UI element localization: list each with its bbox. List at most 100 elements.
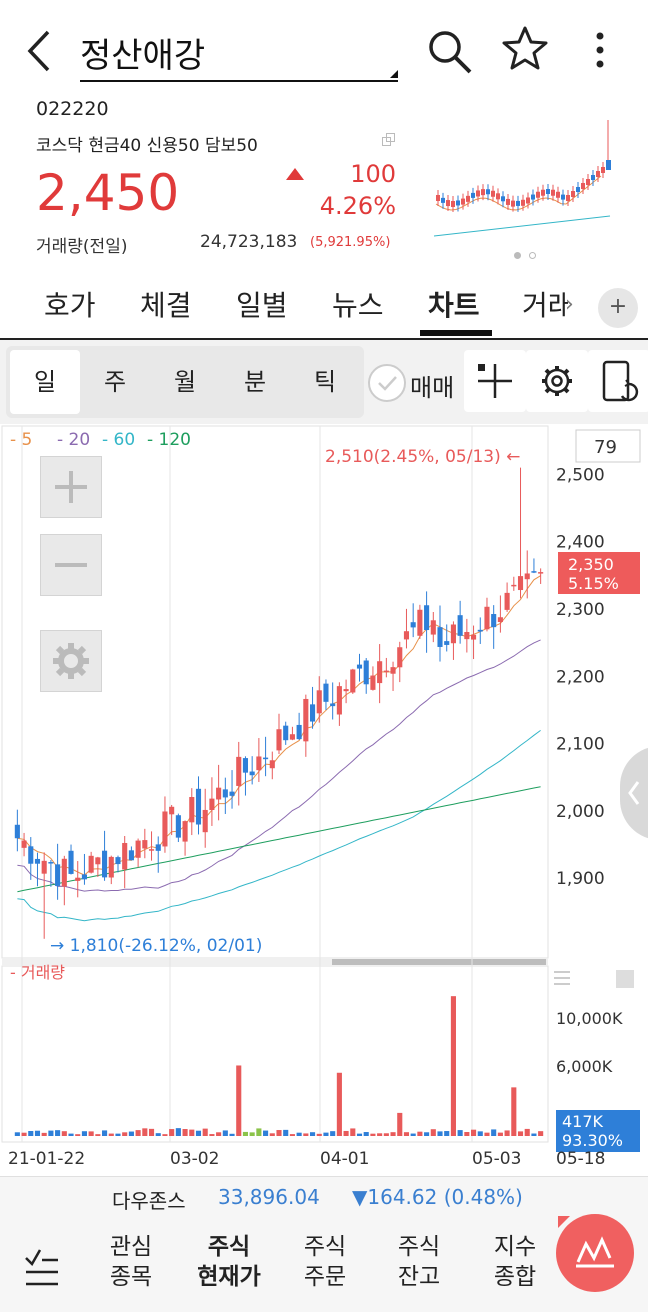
candle-body (28, 846, 34, 864)
period-selector: 일 주 월 분 틱 (6, 346, 364, 418)
volume-bar (256, 1128, 262, 1136)
chevron-right-icon: › (565, 292, 574, 317)
tab-news[interactable]: 뉴스 (332, 289, 384, 322)
tab-bar: 호가 체결 일별 뉴스 차트 거래 › + (0, 278, 648, 340)
add-tab-button[interactable]: + (598, 288, 638, 328)
tab-hoga[interactable]: 호가 (44, 289, 96, 322)
period-month[interactable]: 월 (174, 368, 197, 396)
stock-chart-area[interactable]: - 5 - 20 - 60 - 120 2,500 2,400 2,300 2,200 2,10… (0, 424, 648, 1176)
menu-list-icon[interactable] (22, 1244, 62, 1288)
mini-chart[interactable] (430, 118, 616, 242)
zoom-out-button[interactable] (40, 534, 102, 596)
rotate-screen-button[interactable] (588, 350, 648, 412)
mini-candle (476, 190, 480, 197)
volume-bar (309, 1132, 316, 1136)
mini-candle (516, 200, 520, 206)
period-week[interactable]: 주 (104, 368, 127, 396)
volume-bar (263, 1130, 269, 1136)
candle-body (236, 756, 242, 786)
star-icon[interactable] (500, 24, 550, 74)
candle-count-box (575, 429, 641, 463)
mini-candle (436, 195, 440, 201)
candle-body (444, 641, 450, 645)
up-triangle-icon (286, 168, 304, 180)
volume-tick-label: 10,000K (556, 1009, 623, 1028)
volume-bar (75, 1134, 81, 1136)
volume-bar (538, 1131, 544, 1136)
candle-body (383, 670, 389, 673)
mini-candle (466, 195, 470, 202)
candle-body (162, 811, 168, 847)
back-arrow-icon[interactable] (24, 28, 54, 74)
nav-balance[interactable]: 주식 잔고 (384, 1232, 454, 1292)
zoom-in-button[interactable] (40, 456, 102, 518)
candle-body (122, 842, 128, 870)
search-icon[interactable] (424, 26, 474, 76)
volume-bar (21, 1132, 27, 1136)
mini-candle (536, 191, 540, 198)
mini-candle (571, 191, 575, 197)
volume-bar (41, 1132, 47, 1136)
candle-body (242, 758, 249, 773)
candle-body (216, 787, 222, 800)
volume-bar (444, 1131, 450, 1136)
chart-settings-button[interactable] (526, 350, 588, 412)
title-dropdown-indicator[interactable] (390, 70, 398, 78)
candle-body (484, 606, 490, 630)
market-index-bar[interactable]: 다우존스 33,896.04 ▼164.62 (0.48%) (0, 1176, 648, 1218)
tab-ilbyeol[interactable]: 일별 (236, 289, 288, 322)
candle-body (155, 844, 161, 851)
nav-watchlist[interactable]: 관심 종목 (96, 1232, 166, 1292)
volume-bar (216, 1132, 222, 1136)
volume-tag: 417K (562, 1112, 604, 1131)
volume-bar (531, 1133, 537, 1136)
volume-bar (450, 996, 456, 1136)
mini-candle (591, 175, 595, 180)
volume-bar (269, 1133, 275, 1136)
volume-bar (28, 1131, 34, 1136)
volume-bar (61, 1131, 67, 1136)
nav-order[interactable]: 주식 주문 (290, 1232, 360, 1292)
candle-body (403, 631, 410, 640)
candlestick-chart[interactable]: - 5 - 20 - 60 - 120 2,500 2,400 2,300 2,200 2,10… (0, 424, 648, 1176)
candle-body (538, 572, 544, 574)
mini-candle (551, 189, 555, 196)
trade-toggle-label[interactable]: 매매 (410, 374, 455, 402)
volume-bar (108, 1133, 114, 1136)
ma-legend-20: - 20 (57, 430, 90, 450)
more-menu-icon[interactable] (590, 30, 610, 74)
crosshair-button[interactable] (464, 350, 526, 412)
side-panel-handle[interactable] (620, 746, 648, 840)
candle-body (263, 757, 269, 760)
date-tick-label: 05-03 (472, 1149, 521, 1169)
index-value: 33,896.04 (218, 1185, 320, 1209)
volume-bar (209, 1134, 215, 1136)
price-tick-label: 2,300 (556, 600, 605, 620)
phone-rotate-icon (602, 360, 639, 402)
nav-current-price[interactable]: 주식 현재가 (194, 1232, 264, 1292)
candle-body (471, 634, 477, 640)
candle-body (75, 877, 81, 881)
copy-icon[interactable] (382, 133, 396, 147)
candle-body (309, 704, 316, 722)
market-info: 코스닥 현금40 신용50 담보50 (36, 136, 258, 156)
volume-bar (142, 1128, 148, 1136)
period-day[interactable]: 일 (34, 368, 57, 396)
indicator-settings-button[interactable] (40, 630, 102, 692)
nav-index[interactable]: 지수 종합 (480, 1232, 550, 1292)
volume-bar (316, 1133, 322, 1136)
period-tick[interactable]: 틱 (314, 368, 337, 396)
candle-body (222, 789, 228, 798)
hamburger-icon (554, 971, 570, 973)
tab-chegyeol[interactable]: 체결 (140, 289, 192, 322)
volume-bar (169, 1129, 175, 1136)
stock-name-title[interactable]: 정산애강 (80, 36, 206, 76)
volume-bar (350, 1128, 356, 1136)
tab-trade[interactable]: 거래 (522, 289, 568, 322)
candle-body (48, 862, 54, 864)
period-minute[interactable]: 분 (244, 368, 267, 396)
nav-label-line1: 관심 (109, 1234, 153, 1260)
volume-bar (242, 1131, 249, 1136)
trade-checkbox[interactable] (368, 364, 406, 402)
tab-chart[interactable]: 차트 (428, 289, 480, 322)
